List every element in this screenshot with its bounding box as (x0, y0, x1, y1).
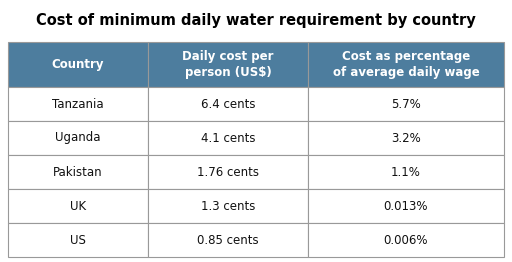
Text: Tanzania: Tanzania (52, 97, 104, 111)
Text: Country: Country (52, 58, 104, 71)
Text: 1.76 cents: 1.76 cents (197, 166, 259, 178)
Bar (308, 121, 504, 155)
Bar (308, 87, 504, 121)
Bar (8, 155, 148, 189)
Text: Daily cost per
person (US$): Daily cost per person (US$) (182, 50, 274, 79)
Text: Uganda: Uganda (55, 132, 101, 145)
Text: Pakistan: Pakistan (53, 166, 103, 178)
Text: Cost of minimum daily water requirement by country: Cost of minimum daily water requirement … (36, 13, 476, 28)
Bar (308, 189, 504, 223)
Text: 5.7%: 5.7% (391, 97, 421, 111)
Text: 6.4 cents: 6.4 cents (201, 97, 255, 111)
Bar (8, 121, 148, 155)
Bar (148, 155, 308, 189)
Bar (148, 121, 308, 155)
Bar (148, 189, 308, 223)
Text: 0.85 cents: 0.85 cents (197, 233, 259, 247)
Text: 3.2%: 3.2% (391, 132, 421, 145)
Bar (308, 42, 504, 87)
Text: 0.013%: 0.013% (384, 199, 428, 212)
Bar (308, 155, 504, 189)
Text: US: US (70, 233, 86, 247)
Text: 1.3 cents: 1.3 cents (201, 199, 255, 212)
Bar (8, 42, 148, 87)
Text: 4.1 cents: 4.1 cents (201, 132, 255, 145)
Bar (8, 189, 148, 223)
Bar (8, 87, 148, 121)
Bar (148, 87, 308, 121)
Text: Cost as percentage
of average daily wage: Cost as percentage of average daily wage (333, 50, 479, 79)
Bar (8, 223, 148, 257)
Bar (148, 42, 308, 87)
Text: 0.006%: 0.006% (384, 233, 428, 247)
Text: UK: UK (70, 199, 86, 212)
Bar (308, 223, 504, 257)
Text: 1.1%: 1.1% (391, 166, 421, 178)
Bar (148, 223, 308, 257)
